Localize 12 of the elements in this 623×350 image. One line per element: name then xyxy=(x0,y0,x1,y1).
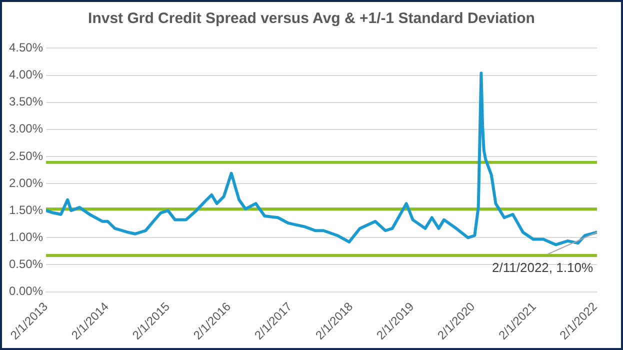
annotation: 2/11/2022, 1.10% xyxy=(492,260,594,276)
y-tick-label: 2.50% xyxy=(8,148,44,163)
chart-title: Invst Grd Credit Spread versus Avg & +1/-1 Standard Deviation xyxy=(87,10,536,27)
y-tick-label: 3.50% xyxy=(8,94,44,109)
y-tick-label: 4.50% xyxy=(8,40,44,55)
y-tick-label: 0.00% xyxy=(8,284,44,298)
y-tick-label: 1.50% xyxy=(8,202,44,217)
y-tick-label: 1.00% xyxy=(8,230,44,244)
y-tick-label: 3.00% xyxy=(8,122,44,136)
y-tick-label: 0.50% xyxy=(8,257,44,272)
y-tick-label: 2.00% xyxy=(8,176,44,190)
y-tick-label: 4.00% xyxy=(8,68,44,82)
